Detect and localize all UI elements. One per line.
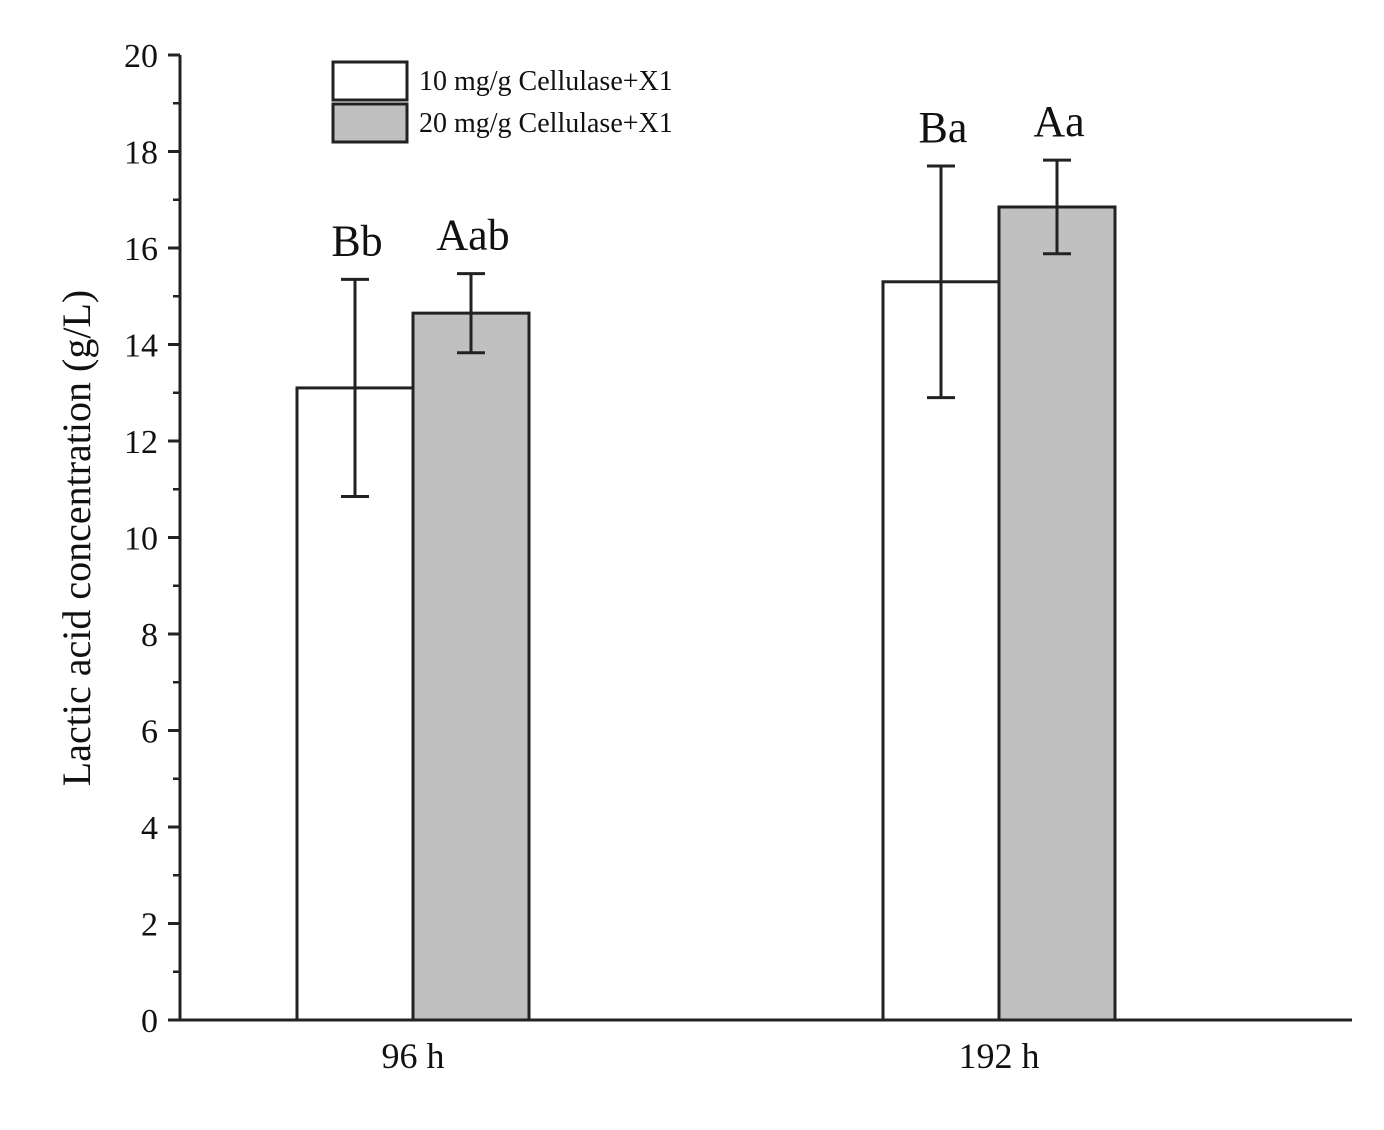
axes xyxy=(178,55,1352,1022)
bar-96h-series2 xyxy=(411,311,531,1022)
y-tick-label-18: 18 xyxy=(124,135,158,172)
x-category-label: 96 h xyxy=(382,1036,445,1076)
legend-label-series2: 20 mg/g Cellulase+X1 xyxy=(419,108,673,139)
y-axis-title: Lactic acid concentration (g/L) xyxy=(54,290,99,786)
y-tick-label-16: 16 xyxy=(124,231,158,268)
y-tick-label-10: 10 xyxy=(124,521,158,558)
bar-192h-series2 xyxy=(997,205,1117,1022)
legend-swatch-series2 xyxy=(331,102,409,144)
significance-label: Aab xyxy=(436,211,509,260)
x-axis-labels: 96 h 192 h xyxy=(382,1036,1040,1076)
bars xyxy=(295,205,1117,1022)
error-bars xyxy=(341,158,1071,498)
significance-label: Bb xyxy=(331,216,382,265)
y-tick-label-12: 12 xyxy=(124,424,158,461)
y-axis-ticks: 0 2 4 6 8 10 12 14 16 18 20 xyxy=(124,38,180,1040)
legend: 10 mg/g Cellulase+X1 20 mg/g Cellulase+X1 xyxy=(331,60,673,144)
legend-swatch-series1 xyxy=(331,60,409,102)
significance-labels: Bb Aab Ba Aa xyxy=(331,97,1084,265)
y-tick-label-0: 0 xyxy=(141,1003,158,1040)
y-tick-label-8: 8 xyxy=(141,617,158,654)
significance-label: Aa xyxy=(1033,97,1084,146)
y-tick-label-14: 14 xyxy=(124,328,158,365)
x-category-label: 192 h xyxy=(959,1036,1040,1076)
y-tick-label-6: 6 xyxy=(141,714,158,751)
legend-label-series1: 10 mg/g Cellulase+X1 xyxy=(419,66,673,97)
y-tick-label-20: 20 xyxy=(124,38,158,75)
significance-label: Ba xyxy=(919,103,968,152)
y-tick-label-4: 4 xyxy=(141,810,158,847)
y-tick-label-2: 2 xyxy=(141,907,158,944)
